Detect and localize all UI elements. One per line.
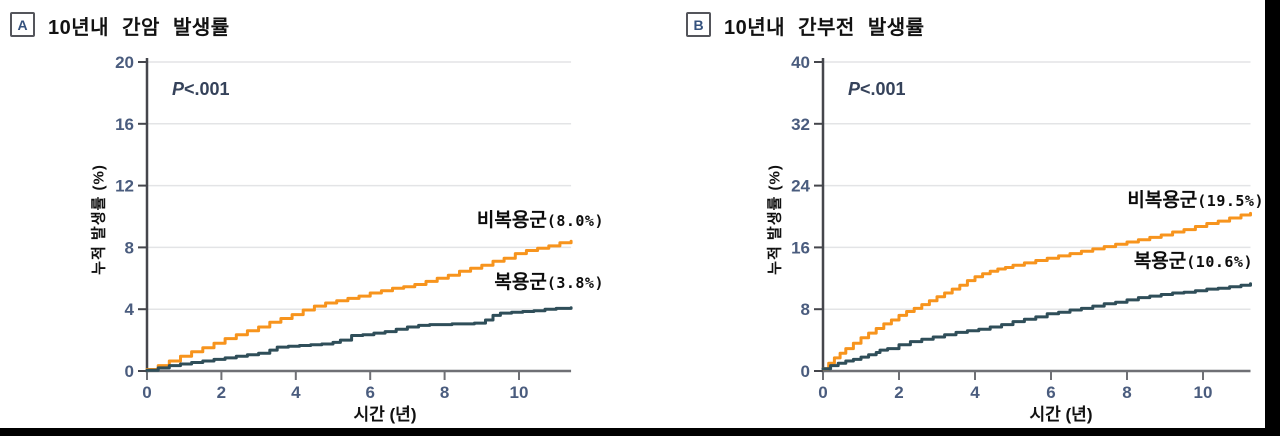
x-tick-label: 0 [142, 383, 151, 402]
y-tick-label: 40 [791, 53, 810, 72]
y-tick-label: 16 [115, 115, 134, 134]
series-rate: (8.0%) [546, 212, 604, 230]
p-symbol: P [172, 79, 185, 99]
panel-b-label-nonuser: 비복용군(19.5%) [1127, 185, 1264, 212]
p-text: <.001 [184, 79, 230, 99]
x-tick-label: 2 [217, 383, 226, 402]
x-tick-label: 10 [1194, 383, 1213, 402]
y-tick-label: 20 [115, 53, 134, 72]
x-tick-label: 6 [1046, 383, 1055, 402]
x-tick-label: 2 [894, 383, 903, 402]
panel-b: 0 8 16 24 32 40 0 2 4 6 8 10 B 10년내 간부전 발생률 P<.001 … [640, 0, 1280, 436]
p-text: <.001 [860, 79, 906, 99]
x-tick-label: 6 [365, 383, 374, 402]
series-name: 복용군 [494, 272, 547, 293]
x-tick-label: 0 [818, 383, 827, 402]
black-border-bottom [0, 428, 1280, 436]
y-tick-label: 12 [115, 177, 134, 196]
panel-a: 0 4 8 12 16 20 0 2 4 6 8 10 A 10년내 간암 발생률 P<.001 누적… [10, 12, 604, 424]
y-tick-label: 16 [791, 238, 810, 257]
panel-b-title: 10년내 간부전 발생률 [724, 17, 925, 39]
panel-a-badge: A [10, 12, 35, 37]
panel-a-label-nonuser: 비복용군(8.0%) [477, 205, 604, 232]
panel-b-y-axis-title: 누적 발생률 (%) [766, 164, 784, 275]
panel-a-p-value: P<.001 [172, 79, 230, 100]
series-rate: (19.5%) [1197, 192, 1264, 210]
panel-b-badge: B [686, 12, 711, 37]
y-tick-label: 32 [791, 115, 810, 134]
panel-b-x-axis-title: 시간 (년) [1029, 405, 1093, 424]
series-curve-0 [821, 211, 1252, 371]
series-name: 비복용군 [476, 210, 547, 231]
y-tick-label: 0 [801, 362, 810, 381]
series-curve-1 [821, 282, 1252, 371]
series-name: 복용군 [1133, 251, 1187, 272]
x-tick-label: 8 [1122, 383, 1131, 402]
y-tick-label: 8 [801, 300, 810, 319]
series-curve-1 [145, 306, 573, 372]
p-symbol: P [848, 79, 861, 99]
panel-a-label-user: 복용군(3.8%) [494, 267, 604, 294]
panel-a-title: 10년내 간암 발생률 [48, 17, 230, 39]
black-border-right [1265, 0, 1280, 436]
panel-a-x-axis-title: 시간 (년) [353, 405, 417, 424]
panel-b-p-value: P<.001 [848, 79, 906, 100]
series-rate: (3.8%) [546, 274, 604, 292]
y-tick-label: 8 [125, 238, 134, 257]
y-tick-label: 0 [125, 362, 134, 381]
series-rate: (10.6%) [1186, 253, 1253, 271]
y-tick-label: 24 [791, 177, 810, 196]
series-curve-0 [145, 239, 573, 371]
x-tick-label: 10 [510, 383, 529, 402]
panel-b-label-user: 복용군(10.6%) [1134, 246, 1253, 273]
panel-a-y-axis-title: 누적 발생률 (%) [90, 164, 108, 275]
y-tick-label: 4 [125, 300, 135, 319]
x-tick-label: 4 [291, 383, 301, 402]
x-tick-label: 8 [440, 383, 449, 402]
series-name: 비복용군 [1127, 190, 1198, 211]
chart-a-liver-cancer: 0 4 8 12 16 20 0 2 4 6 8 10 [115, 53, 573, 402]
x-tick-label: 4 [970, 383, 980, 402]
